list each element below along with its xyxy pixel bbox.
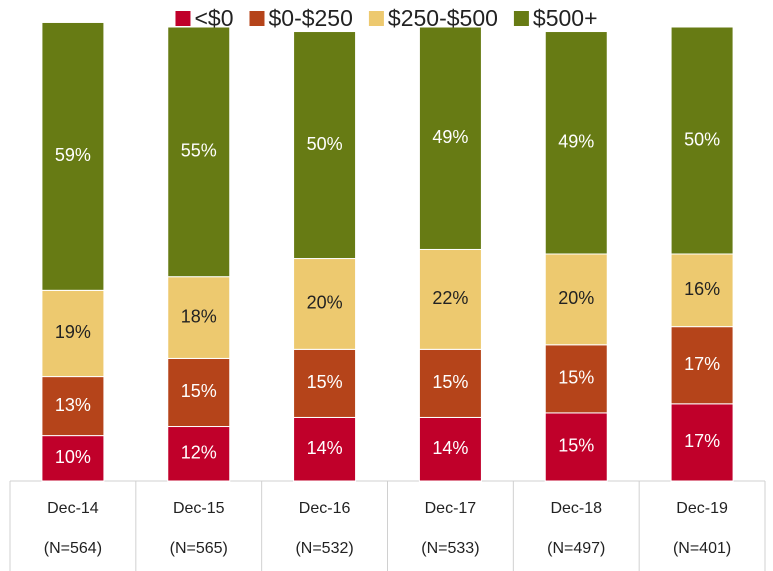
legend-label: $500+: [533, 5, 598, 31]
sample-size-label: (N=532): [295, 540, 353, 557]
legend-label: <$0: [194, 5, 233, 31]
x-tick-label: Dec-15: [173, 500, 225, 517]
legend-label: $250-$500: [388, 5, 498, 31]
bar-segment: [544, 344, 608, 414]
bar-segment: [293, 348, 357, 418]
bar-segment: [293, 31, 357, 260]
value-label: 19%: [55, 322, 91, 342]
value-label: 17%: [684, 354, 720, 374]
legend-swatch: [513, 11, 529, 26]
sample-size-label: (N=533): [421, 540, 479, 557]
value-label: 15%: [432, 372, 468, 392]
value-label: 10%: [55, 447, 91, 467]
bar-segment: [293, 416, 357, 482]
value-label: 15%: [558, 368, 594, 388]
bar-segment: [41, 435, 105, 482]
bar-segment: [293, 258, 357, 350]
x-tick-label: Dec-19: [676, 500, 728, 517]
value-label: 55%: [181, 141, 217, 161]
value-label: 20%: [558, 288, 594, 308]
value-label: 12%: [181, 443, 217, 463]
bar-segment: [167, 426, 231, 482]
value-label: 17%: [684, 431, 720, 451]
value-label: 22%: [432, 288, 468, 308]
legend-label: $0-$250: [268, 5, 352, 31]
value-label: 14%: [307, 438, 343, 458]
value-label: 15%: [181, 381, 217, 401]
value-label: 18%: [181, 306, 217, 326]
bar-segment: [418, 416, 482, 482]
legend-swatch: [175, 11, 191, 26]
value-label: 49%: [558, 132, 594, 152]
bar-segment: [544, 253, 608, 346]
bar-segment: [544, 31, 608, 255]
sample-size-label: (N=565): [170, 540, 228, 557]
bar-segment: [41, 289, 105, 378]
value-label: 13%: [55, 395, 91, 415]
x-tick-label: Dec-14: [47, 500, 99, 517]
bar-segment: [41, 376, 105, 437]
bar-segment: [670, 403, 734, 482]
value-label: 50%: [684, 129, 720, 149]
bar-segment: [670, 253, 734, 328]
sample-size-label: (N=401): [673, 540, 731, 557]
value-label: 59%: [55, 145, 91, 165]
x-tick-label: Dec-17: [425, 500, 477, 517]
x-tick-label: Dec-18: [550, 500, 602, 517]
value-label: 14%: [432, 438, 468, 458]
value-label: 20%: [307, 293, 343, 313]
x-tick-label: Dec-16: [299, 500, 351, 517]
value-label: 50%: [307, 134, 343, 154]
bar-segment: [418, 26, 482, 250]
bar-segment: [167, 26, 231, 278]
value-label: 16%: [684, 279, 720, 299]
value-label: 15%: [307, 372, 343, 392]
bar-segment: [41, 21, 105, 291]
value-label: 49%: [432, 127, 468, 147]
sample-size-label: (N=497): [547, 540, 605, 557]
bar-segment: [670, 26, 734, 255]
legend-swatch: [249, 11, 265, 26]
sample-size-label: (N=564): [44, 540, 102, 557]
value-label: 15%: [558, 436, 594, 456]
legend-swatch: [368, 11, 384, 26]
bar-segment: [544, 412, 608, 482]
